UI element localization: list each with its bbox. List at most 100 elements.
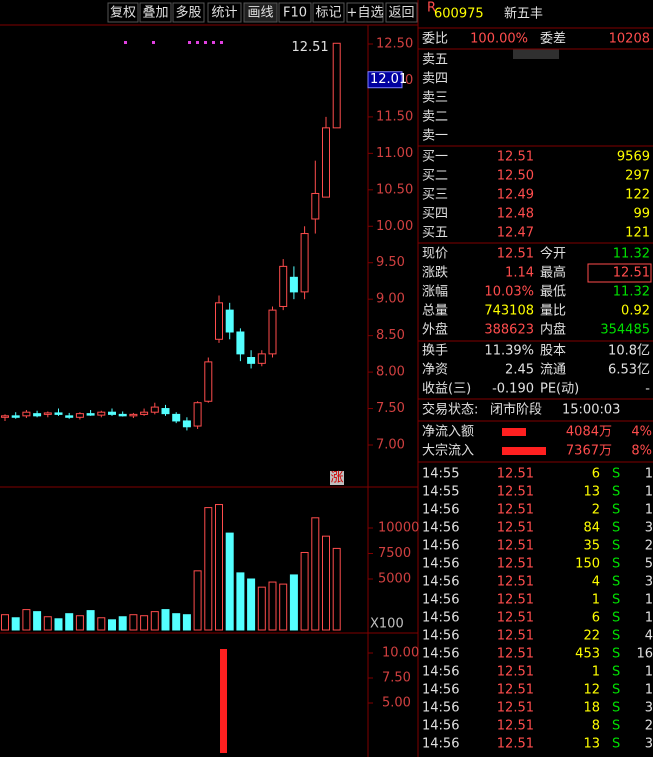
value: 12.51 [613, 266, 650, 281]
price-tick-label: 12.50 [376, 37, 413, 52]
price-tick-label: 10.50 [376, 182, 413, 197]
toolbar-label[interactable]: 复权 [110, 5, 136, 21]
toolbar-button[interactable] [139, 2, 172, 23]
tick-price: 12.51 [497, 593, 534, 608]
toolbar-button[interactable] [107, 2, 139, 23]
tick-price: 12.51 [497, 665, 534, 680]
label: 涨跌 [422, 265, 448, 281]
tick-volume: 84 [583, 521, 600, 536]
candle-body [247, 357, 256, 364]
tick-count: 3 [645, 521, 653, 536]
marker-dot [204, 41, 207, 44]
value: 1.14 [505, 266, 534, 281]
tick-time: 14:56 [422, 611, 459, 626]
value: 388623 [484, 323, 534, 338]
flag: 涨 [330, 471, 343, 486]
tick-count: 4 [645, 629, 653, 644]
bid-volume: 121 [625, 226, 650, 241]
toolbar-button[interactable] [243, 2, 278, 23]
value: 10.03% [484, 285, 534, 300]
volume-bar [75, 615, 84, 631]
tick-side: S [612, 611, 620, 626]
flag-box [330, 471, 344, 485]
volume-tick-label: 5000 [378, 572, 411, 587]
volume-bar [54, 618, 63, 631]
tick-price: 12.51 [497, 575, 534, 590]
value: 12.51 [497, 247, 534, 262]
marker-dot [124, 41, 127, 44]
toolbar-label[interactable]: 叠加 [142, 6, 168, 21]
bid-volume: 122 [625, 188, 650, 203]
marker-dot [196, 41, 199, 44]
candle-body [311, 192, 320, 220]
toolbar-label[interactable]: +自选 [347, 6, 384, 21]
candle-body [33, 413, 42, 417]
value: 10.8亿 [608, 344, 650, 359]
indicator-tick-label: 5.00 [382, 696, 411, 711]
toolbar-button[interactable] [346, 2, 384, 23]
label: 最低 [540, 285, 566, 300]
toolbar-button[interactable] [172, 2, 205, 23]
tick-price: 12.51 [497, 647, 534, 662]
candle-body [54, 412, 63, 415]
price-tick-label: 10.00 [376, 219, 413, 234]
volume-bar [311, 517, 320, 631]
tick-price: 12.51 [497, 521, 534, 536]
tick-time: 14:56 [422, 575, 459, 590]
toolbar-label[interactable]: F10 [283, 6, 307, 21]
ask-label: 卖一 [422, 129, 448, 144]
tick-price: 12.51 [497, 485, 534, 500]
candle-body [236, 331, 245, 355]
toolbar-label[interactable]: 统计 [211, 6, 237, 21]
volume-bar [257, 586, 266, 631]
ask-label: 卖三 [422, 91, 448, 106]
stock-code: 600975 [434, 7, 484, 22]
candle-body [215, 302, 223, 340]
candle-body [65, 415, 74, 418]
dropdown[interactable] [513, 49, 559, 59]
toolbar-button[interactable] [207, 2, 242, 23]
tick-volume: 2 [592, 503, 600, 518]
toolbar-label[interactable]: 标记 [315, 6, 341, 21]
label: 现价 [422, 247, 448, 262]
tick-volume: 8 [592, 719, 600, 734]
tick-side: S [612, 503, 620, 518]
candle-body [11, 415, 20, 418]
tick-side: S [612, 467, 620, 482]
volume-bar [332, 547, 341, 631]
candle-body [204, 361, 213, 402]
label: 总量 [422, 304, 448, 319]
bid-volume: 297 [625, 169, 650, 184]
toolbar-button[interactable] [278, 2, 312, 23]
tick-volume: 13 [583, 485, 600, 500]
tick-time: 14:56 [422, 521, 459, 536]
toolbar-label[interactable]: 多股 [175, 5, 201, 21]
label: 净资 [422, 363, 448, 378]
tick-price: 12.51 [497, 611, 534, 626]
bid-price: 12.50 [497, 169, 534, 184]
tick-time: 14:56 [422, 719, 459, 734]
value: 11.32 [613, 285, 650, 300]
tick-volume: 453 [575, 647, 600, 662]
volume-bar [247, 578, 256, 631]
tick-volume: 6 [592, 467, 600, 482]
tick-side: S [612, 701, 620, 716]
bid-label: 买一 [422, 150, 448, 165]
tick-count: 1 [645, 467, 653, 482]
candle-body [22, 411, 31, 417]
tick-count: 3 [645, 575, 653, 590]
flow-bar [502, 428, 526, 436]
indicator-tick-label: 10.00 [382, 646, 419, 661]
volume-bar [140, 615, 149, 631]
toolbar-button[interactable] [312, 2, 345, 23]
price-tick-label: 7.50 [376, 401, 405, 416]
marker-dot [220, 41, 223, 44]
toolbar-label[interactable]: 返回 [388, 6, 414, 21]
toolbar-button[interactable] [385, 2, 418, 23]
toolbar-label[interactable]: 画线 [247, 6, 273, 21]
marker-dot [152, 41, 155, 44]
volume-bar [193, 570, 202, 631]
price-tick-label: 9.50 [376, 255, 405, 270]
volume-bar [1, 614, 9, 631]
